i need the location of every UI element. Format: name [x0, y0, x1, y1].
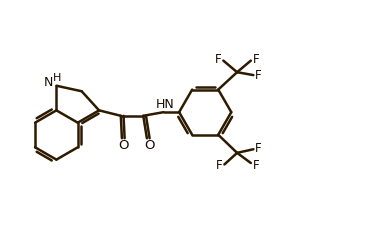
Text: N: N: [44, 76, 53, 89]
Text: F: F: [255, 69, 262, 82]
Text: O: O: [118, 139, 129, 152]
Text: F: F: [215, 53, 222, 66]
Text: F: F: [255, 142, 262, 155]
Text: H: H: [53, 74, 61, 83]
Text: F: F: [253, 159, 259, 172]
Text: O: O: [144, 139, 154, 152]
Text: F: F: [253, 53, 259, 66]
Text: HN: HN: [156, 98, 175, 111]
Text: F: F: [216, 159, 223, 172]
